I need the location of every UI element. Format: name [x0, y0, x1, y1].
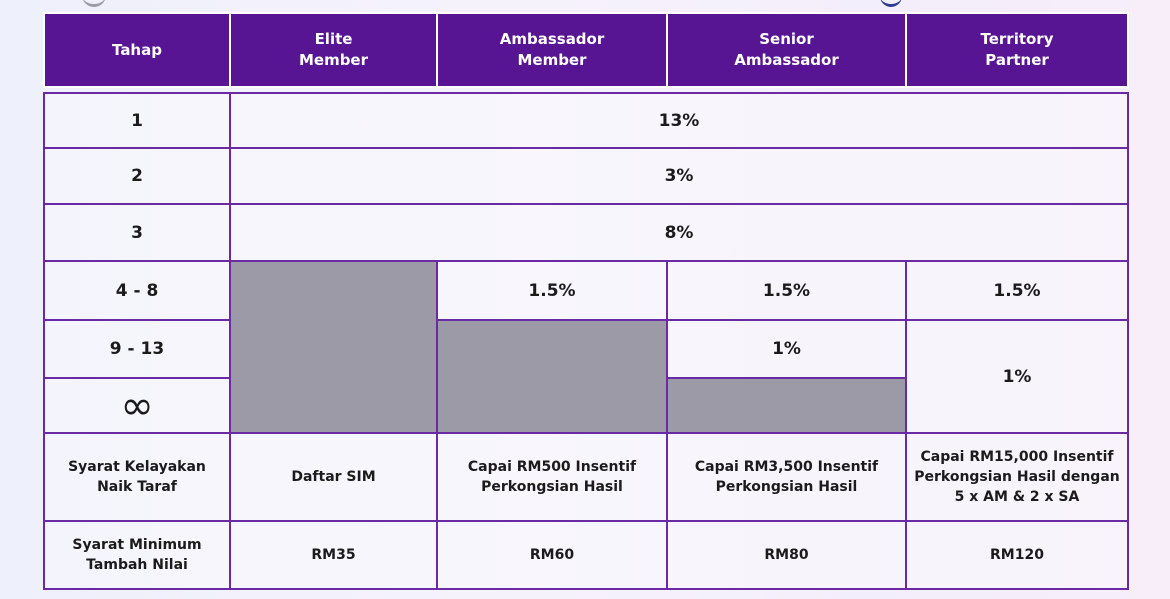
commission-tier-table: Tahap Elite Member Ambassador Member Sen…: [43, 12, 1129, 590]
level-3-rate: 8%: [229, 203, 1129, 262]
table-row-level-infinity: ∞: [43, 377, 1128, 434]
level-9-13-senior-rate: 1%: [666, 319, 907, 379]
header-territory-partner-label: Territory Partner: [980, 30, 1054, 69]
level-2-rate: 3%: [229, 147, 1129, 205]
table-row-level-1: 1 13%: [43, 92, 1129, 149]
level-3-label: 3: [43, 203, 231, 262]
header-elite-member-label: Elite Member: [298, 30, 369, 69]
table-row-level-4-8: 4 - 8 1.5% 1.5% 1.5%: [43, 260, 1129, 434]
eligibility-label: Syarat Kelayakan Naik Taraf: [43, 432, 231, 522]
decorative-curve-right: [880, 0, 902, 7]
table-row-eligibility: Syarat Kelayakan Naik Taraf Daftar SIM C…: [43, 432, 1129, 522]
eligibility-ambassador: Capai RM500 Insentif Perkongsian Hasil: [436, 432, 668, 522]
header-row: Tahap Elite Member Ambassador Member Sen…: [43, 12, 1129, 88]
eligibility-senior: Capai RM3,500 Insentif Perkongsian Hasil: [666, 432, 907, 522]
ambassador-unavailable-block: [436, 319, 668, 434]
minimum-topup-ambassador: RM60: [436, 520, 668, 590]
level-2-label: 2: [43, 147, 231, 205]
level-9-plus-territory-rate: 1%: [905, 319, 1129, 434]
level-4-8-label: 4 - 8: [43, 260, 231, 321]
level-4-8-territory-rate: 1.5%: [905, 260, 1129, 321]
level-9-13-label: 9 - 13: [43, 319, 231, 379]
header-senior-ambassador-label: Senior Ambassador: [734, 30, 839, 69]
minimum-topup-senior: RM80: [666, 520, 907, 590]
header-elite-member: Elite Member: [229, 12, 438, 88]
minimum-topup-elite: RM35: [229, 520, 438, 590]
table-row-level-2: 2 3%: [43, 147, 1129, 205]
minimum-topup-label: Syarat Minimum Tambah Nilai: [43, 520, 231, 590]
infinity-label: ∞: [43, 377, 231, 434]
header-senior-ambassador: Senior Ambassador: [666, 12, 907, 88]
header-ambassador-member-label: Ambassador Member: [499, 30, 605, 69]
header-ambassador-member: Ambassador Member: [436, 12, 668, 88]
table-row-level-9-13: 9 - 13 1% 1%: [43, 319, 1129, 434]
eligibility-elite: Daftar SIM: [229, 432, 438, 522]
table-row-level-3: 3 8%: [43, 203, 1129, 262]
header-territory-partner: Territory Partner: [905, 12, 1129, 88]
senior-unavailable-block: [666, 377, 907, 434]
level-4-8-ambassador-rate: 1.5%: [436, 260, 668, 321]
level-1-label: 1: [43, 92, 231, 149]
decorative-curve-left: [82, 0, 106, 7]
eligibility-territory: Capai RM15,000 Insentif Perkongsian Hasi…: [905, 432, 1129, 522]
elite-unavailable-block: [229, 260, 438, 434]
level-1-rate: 13%: [229, 92, 1129, 149]
minimum-topup-territory: RM120: [905, 520, 1129, 590]
table-row-minimum-topup: Syarat Minimum Tambah Nilai RM35 RM60 RM…: [43, 520, 1129, 590]
header-tahap: Tahap: [43, 12, 231, 88]
level-4-8-senior-rate: 1.5%: [666, 260, 907, 321]
